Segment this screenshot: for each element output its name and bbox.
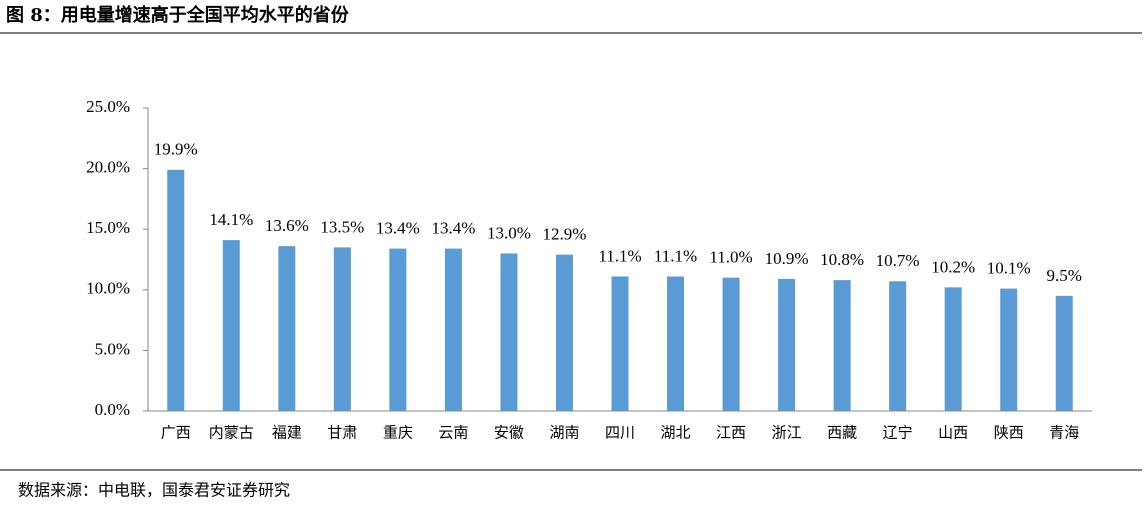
x-tick-label: 福建 [272, 424, 302, 442]
x-tick-label: 陕西 [994, 424, 1024, 442]
x-tick-label: 内蒙古 [209, 424, 254, 442]
data-label: 14.1% [209, 210, 253, 229]
bar [333, 247, 351, 411]
bar [222, 240, 240, 411]
y-tick-label: 0.0% [95, 400, 130, 419]
x-tick-label: 甘肃 [327, 424, 357, 442]
data-label: 10.8% [820, 250, 864, 269]
x-tick-label: 四川 [605, 424, 635, 442]
bar [722, 277, 740, 411]
source-note: 数据来源：中电联，国泰君安证券研究 [18, 481, 290, 500]
y-tick-label: 20.0% [86, 158, 130, 177]
x-tick-label: 湖南 [549, 424, 579, 442]
y-tick-label: 25.0% [86, 97, 130, 116]
data-label: 11.0% [709, 248, 752, 267]
bar [500, 253, 518, 411]
x-tick-label: 浙江 [772, 424, 802, 442]
x-tick-label: 云南 [438, 424, 468, 442]
x-tick-label: 山西 [938, 424, 968, 442]
data-label: 19.9% [154, 140, 198, 159]
x-tick-label: 辽宁 [883, 424, 913, 442]
chart-title: 图 8：用电量增速高于全国平均水平的省份 [6, 4, 350, 26]
data-label: 9.5% [1047, 266, 1082, 285]
data-label: 13.0% [487, 223, 531, 242]
bar [611, 276, 629, 411]
bar [444, 248, 462, 411]
bar [167, 169, 185, 411]
x-tick-label: 重庆 [383, 424, 413, 442]
bar [555, 254, 573, 411]
bar [1000, 288, 1018, 411]
bar [778, 278, 796, 411]
x-tick-label: 广西 [161, 424, 191, 442]
x-tick-label: 西藏 [827, 424, 857, 442]
data-label: 12.9% [543, 225, 587, 244]
y-tick-label: 5.0% [95, 339, 130, 358]
y-tick-label: 15.0% [86, 218, 130, 237]
data-label: 11.1% [598, 246, 641, 265]
data-label: 10.2% [931, 257, 975, 276]
data-label: 13.4% [431, 218, 475, 237]
bar [389, 248, 407, 411]
data-label: 10.1% [987, 258, 1031, 277]
data-label: 11.1% [654, 246, 697, 265]
bar [833, 280, 851, 411]
bar [667, 276, 685, 411]
bar [1055, 295, 1073, 411]
data-label: 13.6% [265, 216, 309, 235]
data-label: 10.9% [765, 249, 809, 268]
x-tick-label: 湖北 [661, 424, 691, 442]
bar [889, 281, 907, 411]
x-tick-label: 安徽 [494, 424, 524, 442]
data-label: 10.7% [876, 251, 920, 270]
y-tick-label: 10.0% [86, 279, 130, 298]
x-tick-label: 青海 [1049, 424, 1079, 442]
data-label: 13.4% [376, 218, 420, 237]
bar [944, 287, 962, 411]
x-tick-label: 江西 [716, 424, 746, 442]
data-label: 13.5% [320, 217, 364, 236]
bar [278, 246, 296, 411]
